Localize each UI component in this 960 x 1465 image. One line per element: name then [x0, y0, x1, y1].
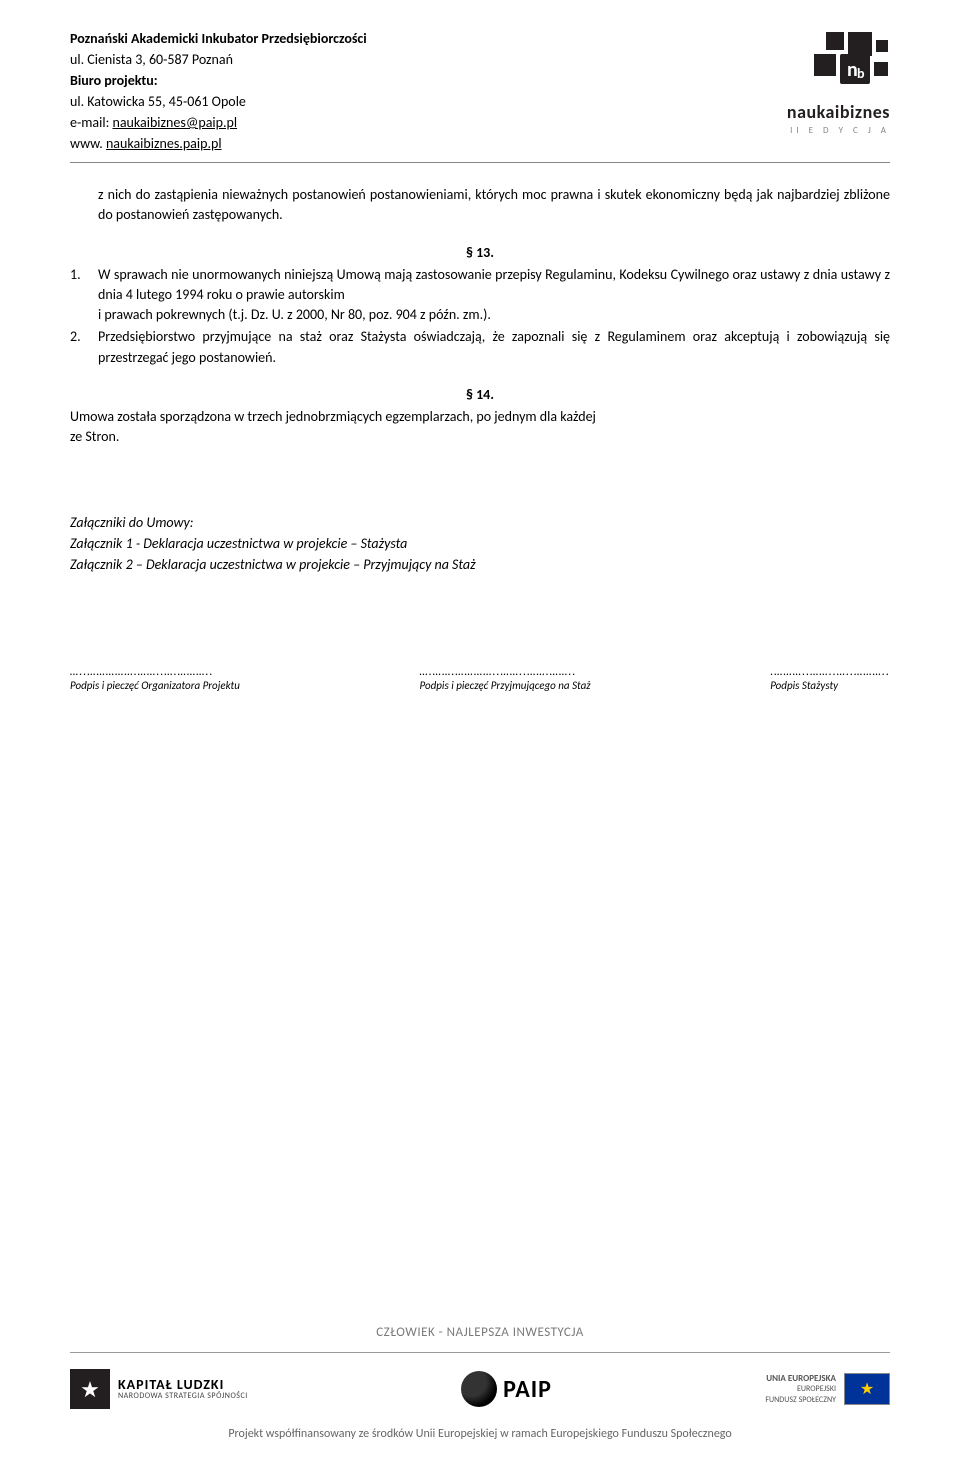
website-line: www. naukaibiznes.paip.pl [70, 133, 367, 154]
org-address-block: Poznański Akademicki Inkubator Przedsięb… [70, 28, 367, 154]
header-divider [70, 162, 890, 163]
signature-row: …..…………….……..….……….. Podpis i pieczęć Or… [70, 665, 890, 692]
document-header: Poznański Akademicki Inkubator Przedsięb… [70, 28, 890, 154]
list-item-1: 1. W sprawach nie unormowanych niniejszą… [70, 265, 890, 326]
email-label: e-mail: [70, 114, 112, 131]
section-14-text-1: Umowa została sporządzona w trzech jedno… [70, 407, 890, 427]
kl-title: KAPITAŁ LUDZKI [118, 1377, 248, 1392]
attachments-title: Załączniki do Umowy: [70, 512, 890, 533]
list-number: 1. [70, 265, 98, 326]
paip-text: PAIP [503, 1375, 552, 1404]
eu-logo: UNIA EUROPEJSKA EUROPEJSKI FUNDUSZ SPOŁE… [765, 1373, 890, 1405]
attachment-1: Załącznik 1 - Deklaracja uczestnictwa w … [70, 533, 890, 554]
footer-logo-row: ★ KAPITAŁ LUDZKI NARODOWA STRATEGIA SPÓJ… [70, 1369, 890, 1409]
signature-intern: .………..……..…..……….. Podpis Stażysty [770, 665, 890, 692]
eu-flag-icon: ★ [844, 1373, 890, 1405]
kapital-ludzki-logo: ★ KAPITAŁ LUDZKI NARODOWA STRATEGIA SPÓJ… [70, 1369, 248, 1409]
email-link[interactable]: naukaibiznes@paip.pl [112, 114, 237, 131]
signature-label: Podpis Stażysty [770, 679, 890, 692]
eu-line-3: FUNDUSZ SPOŁECZNY [765, 1395, 836, 1405]
attachments-block: Załączniki do Umowy: Załącznik 1 - Dekla… [70, 512, 890, 575]
logo-graphic: n b [804, 32, 890, 94]
brand-subtitle: II E D Y C J A [787, 125, 890, 136]
item1-text-b: i prawach pokrewnych (t.j. Dz. U. z 2000… [98, 306, 491, 323]
brand-name: naukaibiznes [787, 101, 890, 123]
section-13-heading: § 13. [70, 244, 890, 261]
address-line-2: ul. Katowicka 55, 45-061 Opole [70, 91, 367, 112]
org-name: Poznański Akademicki Inkubator Przedsięb… [70, 28, 367, 49]
www-label: www. [70, 135, 106, 152]
office-label: Biuro projektu: [70, 70, 367, 91]
eu-line-2: EUROPEJSKI [765, 1384, 836, 1394]
list-body: Przedsiębiorstwo przyjmujące na staż ora… [98, 327, 890, 368]
footer-headline: CZŁOWIEK - NAJLEPSZA INWESTYCJA [70, 1325, 890, 1340]
eu-line-1: UNIA EUROPEJSKA [765, 1373, 836, 1385]
star-icon: ★ [70, 1369, 110, 1409]
email-line: e-mail: naukaibiznes@paip.pl [70, 112, 367, 133]
section-14-heading: § 14. [70, 386, 890, 403]
signature-host: ….…….…………..……..…….…….. Podpis i pieczęć … [420, 665, 591, 692]
intro-paragraph: z nich do zastąpienia nieważnych postano… [98, 185, 890, 226]
section-14-text-2: ze Stron. [70, 427, 890, 447]
footer-bottom-text: Projekt współfinansowany ze środków Unii… [70, 1427, 890, 1441]
signature-dots: ….…….…………..……..…….…….. [420, 665, 591, 679]
signature-dots: .………..……..…..……….. [770, 665, 890, 679]
signature-label: Podpis i pieczęć Organizatora Projektu [70, 679, 240, 692]
list-body: W sprawach nie unormowanych niniejszą Um… [98, 265, 890, 326]
paip-logo: PAIP [461, 1371, 552, 1407]
www-link[interactable]: naukaibiznes.paip.pl [106, 135, 222, 152]
signature-label: Podpis i pieczęć Przyjmującego na Staż [420, 679, 591, 692]
kl-subtitle: NARODOWA STRATEGIA SPÓJNOŚCI [118, 1392, 248, 1401]
signature-organizer: …..…………….……..….……….. Podpis i pieczęć Or… [70, 665, 240, 692]
list-item-2: 2. Przedsiębiorstwo przyjmujące na staż … [70, 327, 890, 368]
attachment-2: Załącznik 2 – Deklaracja uczestnictwa w … [70, 554, 890, 575]
paip-circle-icon [461, 1371, 497, 1407]
signature-dots: …..…………….……..….……….. [70, 665, 240, 679]
page-footer: CZŁOWIEK - NAJLEPSZA INWESTYCJA ★ KAPITA… [0, 1325, 960, 1465]
address-line-1: ul. Cienista 3, 60-587 Poznań [70, 49, 367, 70]
footer-divider [70, 1352, 890, 1353]
brand-logo: n b naukaibiznes II E D Y C J A [787, 28, 890, 136]
list-number: 2. [70, 327, 98, 368]
item1-text-a: W sprawach nie unormowanych niniejszą Um… [98, 266, 890, 303]
